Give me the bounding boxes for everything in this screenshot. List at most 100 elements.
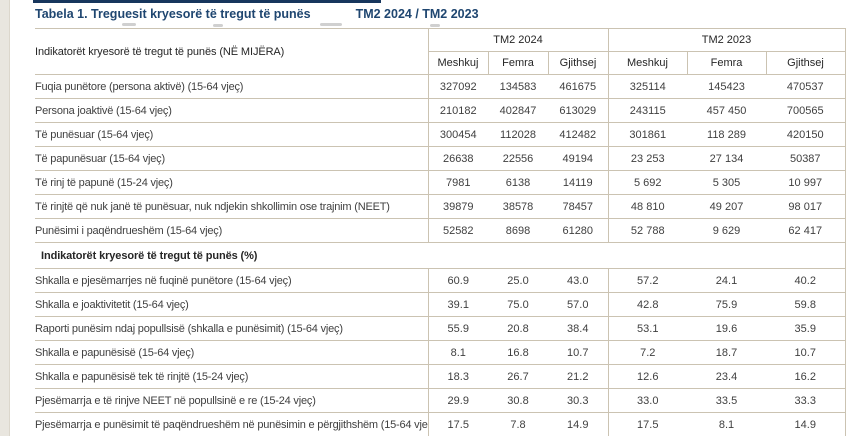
value-cell: 8.1 — [428, 340, 488, 365]
value-cell: 30.3 — [548, 388, 609, 413]
table-row: Shkalla e papunësisë (15-64 vjeç) 8.1 16… — [35, 340, 846, 365]
column-header-femra-2024: Femra — [488, 51, 549, 75]
table-row: Të punësuar (15-64 vjeç) 300454 112028 4… — [35, 122, 846, 147]
value-cell: 327092 — [428, 74, 488, 99]
value-cell: 30.8 — [488, 388, 548, 413]
table-header-row-gender: Meshkuj Femra Gjithsej Meshkuj Femra Gji… — [35, 51, 846, 75]
value-cell: 19.6 — [687, 316, 766, 341]
scan-artifact-mark — [430, 24, 440, 27]
row-label: Fuqia punëtore (persona aktivë) (15-64 v… — [35, 74, 429, 99]
year-group-2023: TM2 2023 — [608, 28, 846, 52]
table-row: Raporti punësim ndaj popullsisë (shkalla… — [35, 316, 846, 341]
table-row: Shkalla e papunësisë tek të rinjtë (15-2… — [35, 364, 846, 389]
value-cell: 43.0 — [548, 268, 609, 293]
value-cell: 40.2 — [766, 268, 846, 293]
value-cell: 6138 — [488, 170, 548, 195]
row-label: Të punësuar (15-64 vjeç) — [35, 122, 429, 147]
value-cell: 461675 — [548, 74, 609, 99]
value-cell: 402847 — [488, 98, 548, 123]
value-cell: 420150 — [766, 122, 846, 147]
value-cell: 14.9 — [766, 412, 846, 436]
value-cell: 38.4 — [548, 316, 609, 341]
value-cell: 39879 — [428, 194, 488, 219]
row-label: Të papunësuar (15-64 vjeç) — [35, 146, 429, 171]
column-header-gjithsej-2024: Gjithsej — [548, 51, 609, 75]
value-cell: 26638 — [428, 146, 488, 171]
row-label: Shkalla e papunësisë tek të rinjtë (15-2… — [35, 364, 429, 389]
table-row: Shkalla e joaktivitetit (15-64 vjeç) 39.… — [35, 292, 846, 317]
value-cell: 7.2 — [608, 340, 687, 365]
value-cell: 59.8 — [766, 292, 846, 317]
value-cell: 613029 — [548, 98, 609, 123]
row-label: Pjesëmarrja e punësimit të paqëndrueshëm… — [35, 412, 429, 436]
value-cell: 78457 — [548, 194, 609, 219]
value-cell: 55.9 — [428, 316, 488, 341]
value-cell: 57.0 — [548, 292, 609, 317]
value-cell: 38578 — [488, 194, 548, 219]
value-cell: 49 207 — [687, 194, 766, 219]
value-cell: 134583 — [488, 74, 548, 99]
value-cell: 14.9 — [548, 412, 609, 436]
value-cell: 57.2 — [608, 268, 687, 293]
value-cell: 145423 — [687, 74, 766, 99]
row-label: Shkalla e pjesëmarrjes në fuqinë punëtor… — [35, 268, 429, 293]
value-cell: 61280 — [548, 218, 609, 243]
table-row: Të papunësuar (15-64 vjeç) 26638 22556 4… — [35, 146, 846, 171]
row-label: Punësimi i paqëndrueshëm (15-64 vjeç) — [35, 218, 429, 243]
value-cell: 7981 — [428, 170, 488, 195]
scan-artifact-mark — [320, 23, 342, 26]
value-cell: 8.1 — [687, 412, 766, 436]
row-label: Pjesëmarrja e të rinjve NEET në popullsi… — [35, 388, 429, 413]
table-row: Pjesëmarrja e të rinjve NEET në popullsi… — [35, 388, 846, 413]
value-cell: 17.5 — [608, 412, 687, 436]
value-cell: 243115 — [608, 98, 687, 123]
value-cell: 16.8 — [488, 340, 548, 365]
value-cell: 12.6 — [608, 364, 687, 389]
row-label: Të rinjtë që nuk janë të punësuar, nuk n… — [35, 194, 429, 219]
value-cell: 7.8 — [488, 412, 548, 436]
table-title: Tabela 1. Treguesit kryesorë të tregut t… — [35, 7, 479, 21]
value-cell: 35.9 — [766, 316, 846, 341]
table-row: Të rinjtë që nuk janë të punësuar, nuk n… — [35, 194, 846, 219]
value-cell: 75.0 — [488, 292, 548, 317]
value-cell: 22556 — [488, 146, 548, 171]
value-cell: 457 450 — [687, 98, 766, 123]
value-cell: 18.3 — [428, 364, 488, 389]
value-cell: 325114 — [608, 74, 687, 99]
column-header-femra-2023: Femra — [687, 51, 767, 75]
value-cell: 21.2 — [548, 364, 609, 389]
section-header-thousands: Indikatorët kryesorë të tregut të punës … — [35, 28, 429, 75]
value-cell: 118 289 — [687, 122, 766, 147]
value-cell: 23 253 — [608, 146, 687, 171]
value-cell: 5 305 — [687, 170, 766, 195]
table-row: Pjesëmarrja e punësimit të paqëndrueshëm… — [35, 412, 846, 436]
table-row: Të rinj të papunë (15-24 vjeç) 7981 6138… — [35, 170, 846, 195]
labor-market-table: Indikatorët kryesorë të tregut të punës … — [35, 28, 846, 436]
row-label: Persona joaktivë (15-64 vjeç) — [35, 98, 429, 123]
value-cell: 62 417 — [766, 218, 846, 243]
table-row: Persona joaktivë (15-64 vjeç) 210182 402… — [35, 98, 846, 123]
table-row: Fuqia punëtore (persona aktivë) (15-64 v… — [35, 74, 846, 99]
value-cell: 470537 — [766, 74, 846, 99]
row-label: Raporti punësim ndaj popullsisë (shkalla… — [35, 316, 429, 341]
value-cell: 10 997 — [766, 170, 846, 195]
value-cell: 60.9 — [428, 268, 488, 293]
value-cell: 300454 — [428, 122, 488, 147]
value-cell: 52582 — [428, 218, 488, 243]
row-label: Të rinj të papunë (15-24 vjeç) — [35, 170, 429, 195]
column-header-gjithsej-2023: Gjithsej — [766, 51, 846, 75]
value-cell: 23.4 — [687, 364, 766, 389]
value-cell: 53.1 — [608, 316, 687, 341]
table-row: Shkalla e pjesëmarrjes në fuqinë punëtor… — [35, 268, 846, 293]
value-cell: 412482 — [548, 122, 609, 147]
value-cell: 33.0 — [608, 388, 687, 413]
scan-artifact-mark — [122, 23, 136, 26]
value-cell: 24.1 — [687, 268, 766, 293]
value-cell: 14119 — [548, 170, 609, 195]
value-cell: 17.5 — [428, 412, 488, 436]
value-cell: 210182 — [428, 98, 488, 123]
top-accent-line — [33, 0, 381, 3]
value-cell: 18.7 — [687, 340, 766, 365]
value-cell: 10.7 — [548, 340, 609, 365]
